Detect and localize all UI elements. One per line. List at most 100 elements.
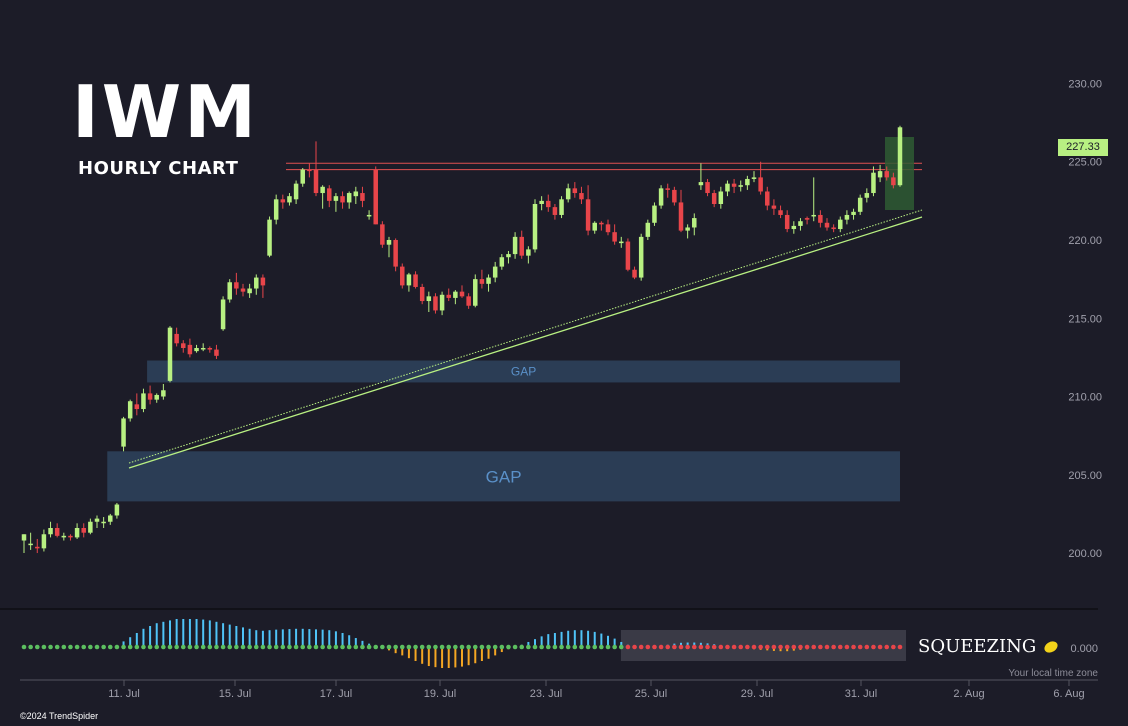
- squeeze-dot: [479, 644, 485, 650]
- candle-body: [313, 169, 319, 194]
- squeeze-dot: [141, 644, 146, 650]
- squeeze-dot: [545, 644, 551, 650]
- candle-body: [54, 528, 60, 536]
- candle-body: [672, 189, 677, 203]
- squeeze-dot: [705, 644, 710, 650]
- squeeze-dot: [373, 644, 379, 650]
- candle-body: [346, 193, 352, 203]
- squeeze-dot: [857, 644, 863, 650]
- squeeze-dot: [273, 644, 279, 650]
- y-tick-label: 220.00: [1068, 235, 1102, 247]
- last-price-label: 227.33: [1058, 139, 1108, 156]
- candle-body: [678, 202, 684, 231]
- lemon-icon: [1042, 639, 1060, 655]
- squeeze-dot: [300, 644, 306, 650]
- squeeze-dot: [187, 644, 193, 650]
- gap-label: GAP: [486, 467, 522, 486]
- candle-body: [512, 236, 518, 255]
- candle-body: [897, 127, 903, 186]
- squeeze-dot: [884, 644, 890, 650]
- candle-body: [327, 188, 332, 201]
- squeeze-dot: [811, 644, 817, 650]
- squeeze-label: SQUEEZING: [918, 636, 1060, 657]
- y-tick-label: 230.00: [1068, 78, 1102, 90]
- candle-body: [479, 279, 485, 284]
- candle-body: [559, 199, 564, 215]
- squeeze-dot: [665, 644, 671, 650]
- candle-body: [340, 196, 345, 203]
- squeeze-dot: [559, 644, 564, 650]
- squeeze-dot: [771, 644, 777, 650]
- candle-body: [526, 249, 531, 256]
- squeeze-dot: [453, 644, 458, 650]
- squeeze-dot: [360, 644, 365, 650]
- squeeze-dot: [831, 644, 836, 650]
- candle-body: [652, 205, 657, 223]
- candle-body: [273, 199, 279, 220]
- candle-body: [419, 286, 425, 302]
- squeeze-dot: [698, 644, 704, 650]
- candle-body: [81, 528, 86, 533]
- squeeze-dot: [804, 644, 810, 650]
- candle-body: [658, 188, 664, 206]
- candle-body: [446, 294, 451, 298]
- candle-body: [426, 296, 432, 302]
- candle-body: [725, 183, 730, 192]
- candle-body: [811, 214, 816, 217]
- x-tick-label: 15. Jul: [219, 688, 251, 700]
- squeeze-dot: [200, 644, 206, 650]
- candle-body: [857, 197, 863, 212]
- candle-body: [632, 269, 637, 278]
- x-tick-label: 19. Jul: [424, 688, 456, 700]
- candle-body: [307, 169, 312, 172]
- squeeze-dot: [605, 644, 611, 650]
- candle-body: [685, 227, 690, 231]
- squeeze-dot: [818, 644, 823, 650]
- squeeze-dot: [579, 644, 584, 650]
- candle-body: [227, 282, 232, 300]
- candle-body: [386, 240, 392, 245]
- candle-body: [579, 193, 584, 200]
- squeeze-dot: [492, 644, 498, 650]
- candle-body: [94, 518, 100, 522]
- candle-body: [174, 333, 179, 344]
- candle-body: [207, 348, 213, 350]
- gap-box: [107, 451, 901, 502]
- candle-body: [353, 191, 359, 197]
- squeeze-dot: [446, 644, 452, 650]
- squeeze-dot: [247, 644, 252, 650]
- squeeze-dot: [61, 644, 67, 650]
- squeeze-dot: [326, 644, 332, 650]
- candle-body: [200, 348, 206, 350]
- squeeze-dot: [764, 644, 770, 650]
- candle-body: [61, 535, 67, 538]
- candle-body: [625, 241, 631, 270]
- x-tick-label: 31. Jul: [845, 688, 877, 700]
- squeeze-dot: [353, 644, 359, 650]
- x-tick-label: 23. Jul: [530, 688, 562, 700]
- candle-body: [705, 182, 710, 194]
- candle-body: [619, 241, 624, 244]
- squeeze-dot: [320, 644, 325, 650]
- squeeze-dot: [439, 644, 445, 650]
- squeeze-dot: [234, 644, 239, 650]
- candle-body: [366, 214, 372, 217]
- indicator-zero-label: 0.000: [1070, 643, 1098, 655]
- candle-body: [240, 288, 246, 292]
- candle-body: [400, 266, 405, 286]
- gap-box: [147, 360, 900, 383]
- candle-body: [638, 236, 644, 278]
- candle-body: [665, 188, 670, 190]
- squeeze-dot: [313, 644, 319, 650]
- candle-body: [439, 294, 445, 311]
- squeeze-dot: [891, 644, 896, 650]
- squeeze-dot: [466, 644, 471, 650]
- squeeze-dot: [711, 644, 717, 650]
- candle-body: [784, 214, 790, 230]
- candle-body: [778, 210, 783, 215]
- candle-body: [565, 188, 571, 200]
- squeeze-dot: [280, 644, 286, 650]
- candle-body: [413, 274, 418, 287]
- squeeze-dot: [685, 644, 690, 650]
- candle-body: [320, 186, 325, 194]
